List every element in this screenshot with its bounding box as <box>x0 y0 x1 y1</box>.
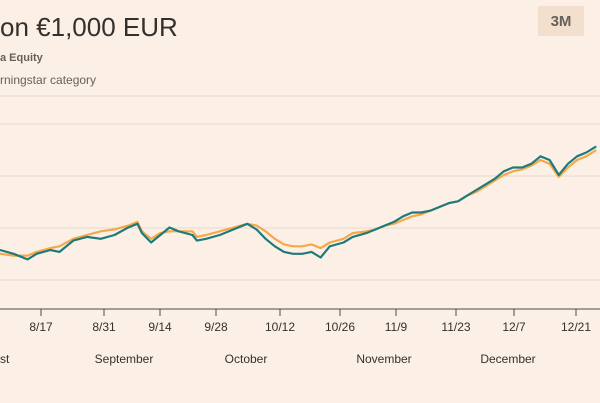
x-tick-label: 10/26 <box>325 320 355 334</box>
x-tick-label: 8/31 <box>92 320 116 334</box>
range-3m-button[interactable]: 3M <box>538 6 584 36</box>
month-label: November <box>356 352 411 366</box>
x-tick-label: 12/21 <box>561 320 591 334</box>
x-tick-label: 11/9 <box>385 320 408 334</box>
month-label: December <box>480 352 535 366</box>
x-tick-label: 9/28 <box>204 320 228 334</box>
x-tick-label: 12/7 <box>502 320 526 334</box>
month-label: September <box>95 352 154 366</box>
chart-caption: rningstar category <box>0 73 97 87</box>
month-label: st <box>0 352 10 366</box>
x-tick-label: 9/14 <box>148 320 172 334</box>
series-line-fund <box>0 145 597 261</box>
chart-title: on €1,000 EUR <box>0 12 178 42</box>
x-tick-label: 8/17 <box>29 320 53 334</box>
x-tick-label: 11/23 <box>441 320 470 334</box>
month-label: October <box>225 352 268 366</box>
x-tick-label: 10/12 <box>265 320 295 334</box>
chart-subtitle: a Equity <box>0 52 43 64</box>
series-line-category <box>0 149 597 257</box>
